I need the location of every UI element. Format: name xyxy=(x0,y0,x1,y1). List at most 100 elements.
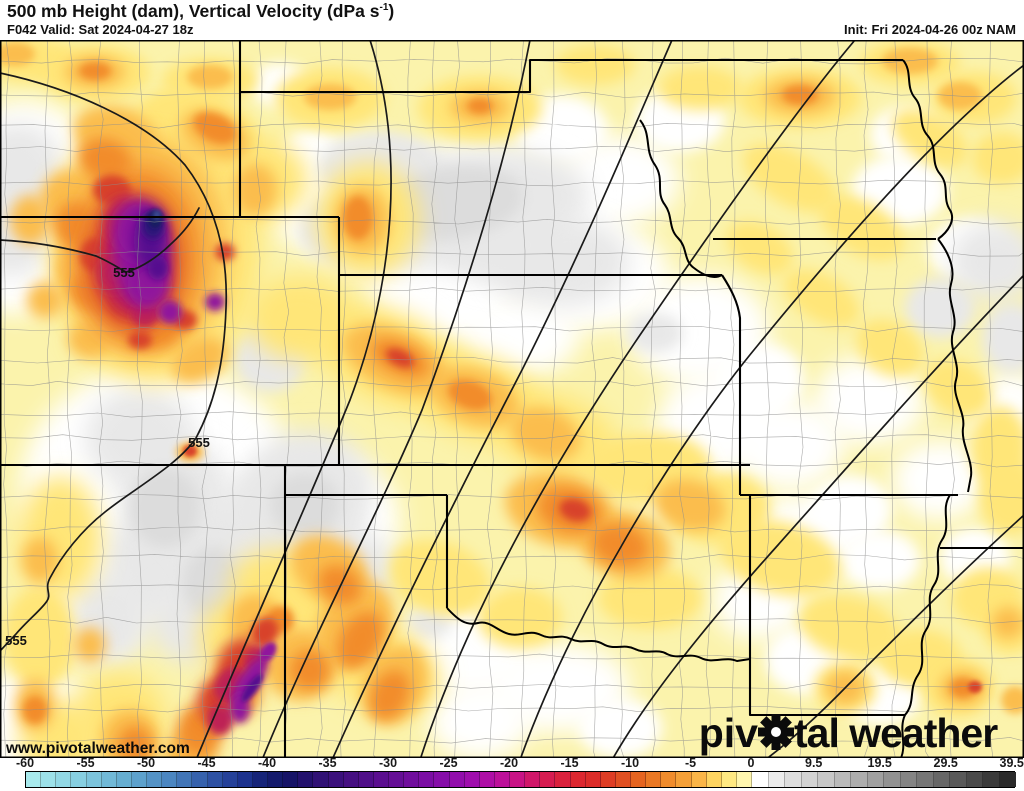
colorbar-cell xyxy=(252,772,268,787)
colorbar-cell xyxy=(86,772,102,787)
colorbar-tick-label: -55 xyxy=(76,756,95,770)
colorbar-tick-label: 39.5 xyxy=(999,756,1024,770)
colorbar-tick-label: 29.5 xyxy=(933,756,958,770)
colorbar-cell xyxy=(298,772,314,787)
colorbar-tick-label: -45 xyxy=(197,756,216,770)
colorbar-cell xyxy=(646,772,662,787)
colorbar-cell xyxy=(736,772,752,787)
river-border xyxy=(937,238,973,493)
colorbar-cell xyxy=(884,772,901,787)
colorbar-cell xyxy=(585,772,601,787)
colorbar-cell xyxy=(510,772,526,787)
colorbar-tick-label: -35 xyxy=(318,756,337,770)
colorbar-cell xyxy=(525,772,541,787)
init-time: Init: Fri 2024-04-26 00z NAM xyxy=(844,22,1016,37)
colorbar-cell xyxy=(631,772,647,787)
map-title: 500 mb Height (dam), Vertical Velocity (… xyxy=(7,1,394,22)
title-close: ) xyxy=(388,1,395,21)
colorbar-cell xyxy=(933,772,950,787)
logo-text-pre: piv xyxy=(699,710,758,756)
contour-label-555: 555 xyxy=(113,265,135,280)
county-borders xyxy=(0,40,1024,758)
colorbar-cell xyxy=(192,772,208,787)
colorbar-tick-label: -15 xyxy=(560,756,579,770)
weather-map[interactable]: 555 555 555 www.pivotalweather.com piv tal… xyxy=(0,40,1024,758)
colorbar-cell xyxy=(600,772,616,787)
valid-time: F042 Valid: Sat 2024-04-27 18z xyxy=(7,22,194,37)
colorbar-cell xyxy=(237,772,253,787)
colorbar-cell xyxy=(343,772,359,787)
colorbar-cell xyxy=(26,772,42,787)
title-text: 500 mb Height (dam), Vertical Velocity (… xyxy=(7,1,380,21)
pivotal-weather-logo: piv tal weather xyxy=(699,710,999,756)
colorbar-cell xyxy=(373,772,389,787)
colorbar-cell xyxy=(434,772,450,787)
colorbar-cell xyxy=(999,772,1016,787)
colorbar-tick-label: 9.5 xyxy=(804,756,823,770)
colorbar-tick-label: 19.5 xyxy=(867,756,892,770)
colorbar-cell xyxy=(785,772,802,787)
colorbar-cell xyxy=(983,772,1000,787)
colorbar-cell xyxy=(358,772,374,787)
colorbar-cell xyxy=(268,772,284,787)
colorbar-cell xyxy=(721,772,737,787)
watermark: www.pivotalweather.com xyxy=(5,740,190,757)
title-exponent: -1 xyxy=(379,2,389,14)
colorbar-cell xyxy=(615,772,631,787)
colorbar-cell xyxy=(966,772,983,787)
colorbar xyxy=(25,771,1016,788)
colorbar-tick-label: 0 xyxy=(747,756,755,770)
colorbar-tick-labels: -60 -55 -50 -45 -40 -35 -30 -25 -20 -15 -10 -5 0 9.5 1… xyxy=(0,756,1024,771)
river-border xyxy=(902,59,954,240)
contour-label-555: 555 xyxy=(5,633,27,648)
colorbar-cell xyxy=(706,772,722,787)
colorbar-cell xyxy=(917,772,934,787)
colorbar-cell xyxy=(147,772,163,787)
colorbar-cell xyxy=(56,772,72,787)
colorbar-cell xyxy=(570,772,586,787)
colorbar-tick-label: -20 xyxy=(499,756,519,770)
colorbar-cell xyxy=(131,772,147,787)
colorbar-cell xyxy=(71,772,87,787)
contour-label-555: 555 xyxy=(188,435,210,450)
colorbar-cell xyxy=(540,772,556,787)
colorbar-cell xyxy=(479,772,495,787)
colorbar-cell xyxy=(851,772,868,787)
colorbar-cell xyxy=(116,772,132,787)
colorbar-cell xyxy=(494,772,510,787)
map-frame xyxy=(0,40,1024,758)
colorbar-tick-label: -60 xyxy=(15,756,35,770)
colorbar-cell xyxy=(555,772,571,787)
river-border xyxy=(899,494,951,758)
river-border xyxy=(446,607,751,662)
state-borders xyxy=(0,40,1024,758)
height-contours xyxy=(0,40,1024,758)
colorbar-cell xyxy=(222,772,238,787)
colorbar-cell xyxy=(950,772,967,787)
colorbar-cell xyxy=(768,772,785,787)
colorbar-cell xyxy=(752,772,769,787)
colorbar-cell xyxy=(328,772,344,787)
colorbar-cell xyxy=(207,772,223,787)
colorbar-cell xyxy=(313,772,329,787)
colorbar-tick-label: -30 xyxy=(378,756,398,770)
colorbar-cell xyxy=(900,772,917,787)
colorbar-cell xyxy=(101,772,117,787)
colorbar-tick-label: -40 xyxy=(257,756,277,770)
colorbar-cell xyxy=(691,772,707,787)
header: 500 mb Height (dam), Vertical Velocity (… xyxy=(0,0,1024,40)
colorbar-cell xyxy=(177,772,193,787)
colorbar-tick-label: -10 xyxy=(620,756,640,770)
colorbar-tick-label: -50 xyxy=(136,756,156,770)
colorbar-cell xyxy=(801,772,818,787)
colorbar-cell xyxy=(867,772,884,787)
colorbar-cell xyxy=(419,772,435,787)
colorbar-cell xyxy=(834,772,851,787)
colorbar-cell xyxy=(283,772,299,787)
colorbar-cell xyxy=(818,772,835,787)
colorbar-tick-label: -25 xyxy=(439,756,458,770)
colorbar-cell xyxy=(389,772,405,787)
river-border xyxy=(639,119,723,278)
colorbar-cell xyxy=(41,772,57,787)
